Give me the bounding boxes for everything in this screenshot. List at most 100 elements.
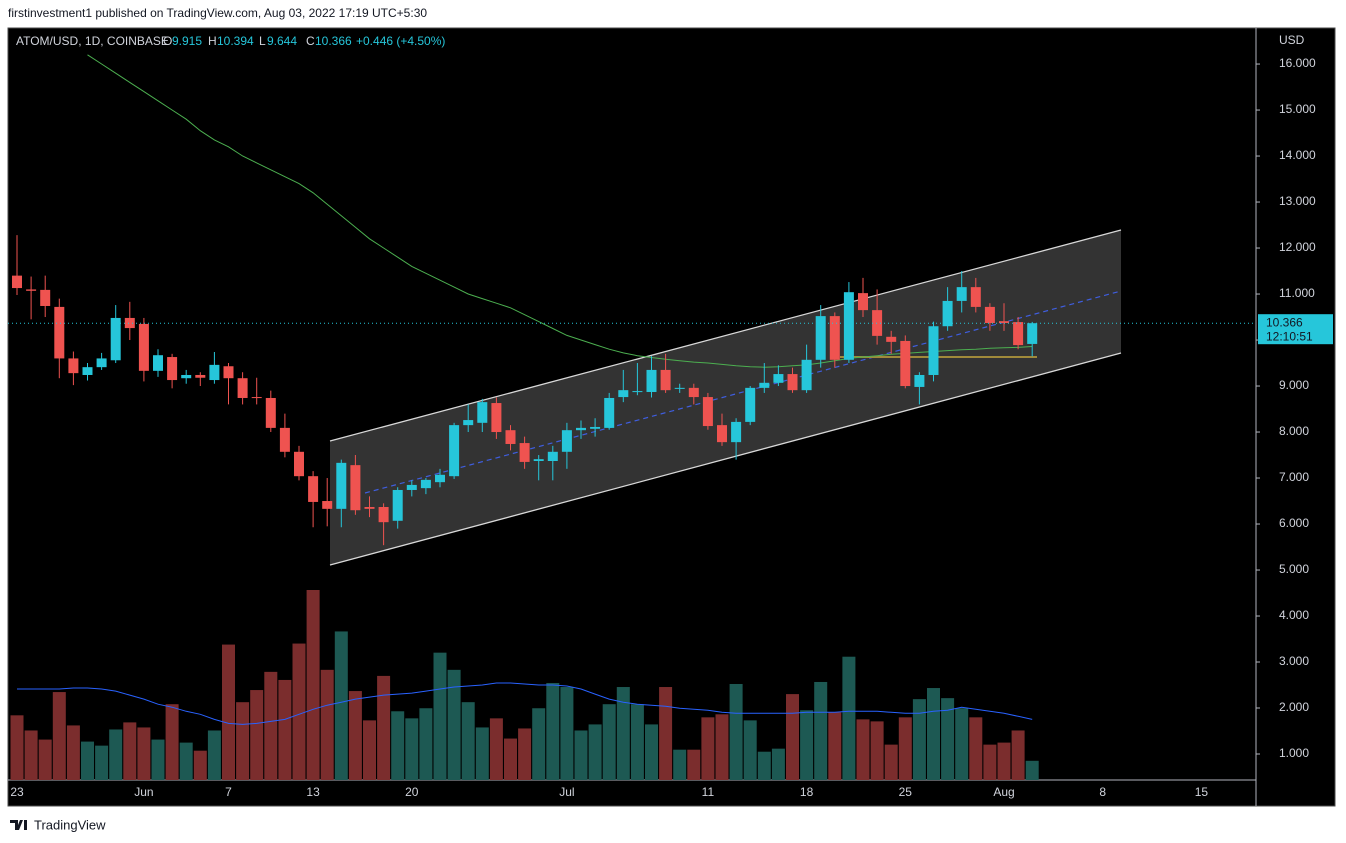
candle-body [872, 310, 883, 336]
logo-icon [10, 820, 27, 830]
x-tick-label: 20 [405, 785, 419, 799]
volume-bar [52, 692, 66, 780]
candle-body [717, 425, 727, 443]
candle-body [251, 397, 262, 399]
candle-body [308, 476, 319, 502]
volume-bar [151, 739, 165, 780]
volume-bar [489, 718, 503, 780]
candle-body [942, 300, 953, 327]
c-letter: C [306, 34, 315, 48]
volume-bar [222, 644, 235, 780]
volume-bar [38, 739, 52, 780]
volume-bar [856, 719, 870, 780]
candle-body [519, 443, 530, 462]
volume-bar [433, 652, 447, 780]
volume-bar [645, 724, 658, 780]
volume-bar [123, 722, 137, 780]
candle-body [463, 420, 474, 426]
candle-body [223, 366, 234, 379]
candle-body [195, 374, 206, 378]
volume-bar [292, 643, 306, 780]
y-tick-label: 16.000 [1279, 56, 1316, 70]
candle-body [477, 402, 488, 423]
volume-bar [912, 699, 926, 780]
y-tick-label: 11.000 [1279, 286, 1315, 300]
y-tick-label: 12.000 [1279, 240, 1316, 254]
candle-body [660, 369, 671, 391]
volume-bar [588, 724, 602, 780]
volume-bar [786, 694, 799, 780]
candle-body [435, 474, 445, 483]
candle-body [547, 451, 558, 462]
volume-bar [419, 708, 433, 780]
volume-bar [193, 750, 207, 780]
y-tick-label: 7.000 [1279, 470, 1309, 484]
volume-bar [461, 702, 475, 780]
candle-body [815, 316, 826, 360]
volume-bar [1011, 730, 1025, 780]
candle-body [829, 316, 840, 360]
volume-bar [673, 749, 687, 780]
x-tick-label: Jun [134, 785, 153, 799]
moving-average [87, 54, 1033, 368]
candle-body [96, 358, 107, 368]
volume-bar [941, 698, 955, 780]
volume-bar [447, 669, 461, 780]
change: +0.446 (+4.50%) [356, 34, 445, 48]
volume-bar [630, 704, 644, 780]
h-letter: H [208, 34, 217, 48]
volume-bar [560, 687, 574, 780]
candle-body [646, 369, 657, 393]
volume-bar [969, 717, 983, 780]
volume-bar [927, 688, 940, 780]
volume-bar [348, 691, 362, 780]
candle-body [279, 427, 290, 452]
y-axis-label: USD [1279, 33, 1305, 47]
volume-bar [391, 711, 405, 780]
candle-body [54, 306, 65, 359]
candle-body [618, 390, 629, 398]
volume-bar [405, 718, 419, 780]
x-tick-label: 11 [702, 785, 715, 799]
x-tick-label: 13 [306, 785, 320, 799]
candle-body [590, 426, 601, 429]
candle-body [265, 397, 276, 428]
candle-body [26, 289, 37, 291]
candle-body [82, 367, 93, 375]
x-tick-label: 25 [899, 785, 913, 799]
candle-body [801, 359, 812, 391]
candle-body [858, 293, 868, 311]
volume-bar [250, 690, 264, 780]
candle-body [406, 484, 417, 490]
volume-bar [66, 725, 80, 780]
legend: ATOM/USD, 1D, COINBASE O 9.915 H 10.394 … [16, 34, 445, 48]
y-tick-label: 3.000 [1279, 654, 1309, 668]
candle-body [843, 292, 854, 360]
candle-body [576, 427, 586, 431]
candle-body [110, 317, 121, 361]
volume-bar [814, 681, 828, 780]
l-value: 9.644 [267, 34, 297, 48]
x-tick-label: 23 [10, 785, 24, 799]
volume-bar [616, 687, 630, 780]
candle-body [505, 430, 516, 444]
x-tick-label: 15 [1195, 785, 1209, 799]
candle-body [336, 462, 347, 509]
candle-body [40, 289, 51, 306]
y-tick-label: 1.000 [1279, 746, 1309, 760]
candle-body [674, 387, 685, 389]
volume-bar [207, 730, 221, 780]
candle-body [1013, 322, 1024, 346]
x-tick-label: Aug [993, 785, 1014, 799]
o-value: 9.915 [172, 34, 202, 48]
candle-body [378, 507, 389, 523]
volume-bar [95, 745, 109, 780]
candle-body [928, 326, 939, 375]
candle-body [604, 397, 615, 428]
x-tick-label: Jul [559, 785, 574, 799]
channel-bottom [329, 352, 1122, 566]
volume-bar [1025, 760, 1039, 780]
volume-bar [546, 682, 560, 780]
candle-body [12, 275, 22, 289]
